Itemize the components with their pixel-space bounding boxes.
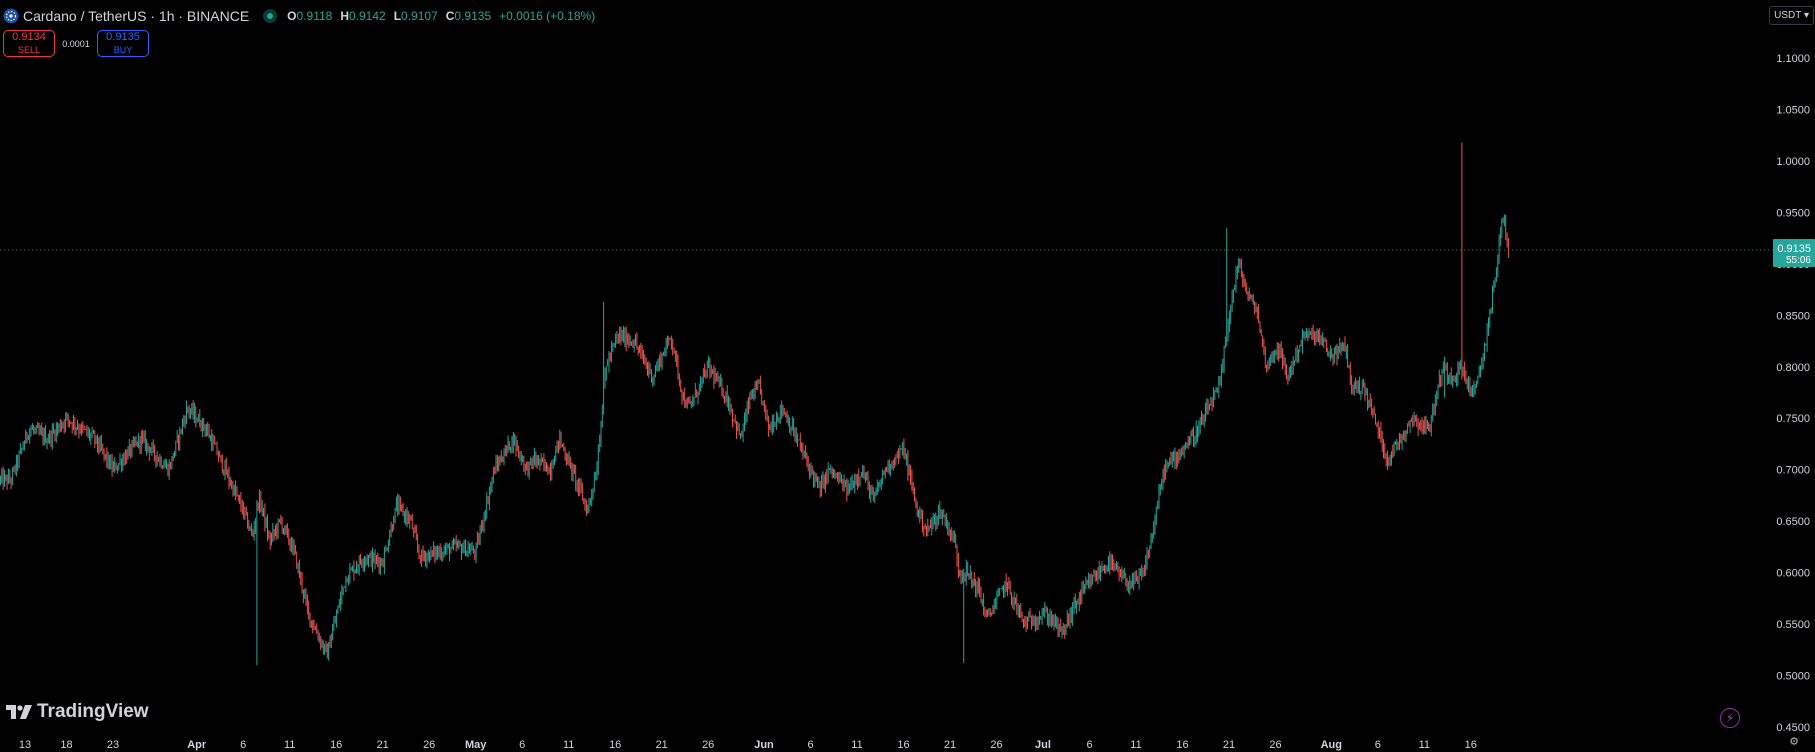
x-tick-label: 11: [1419, 739, 1430, 751]
x-tick-label: 6: [807, 739, 813, 751]
x-tick-label: Jul: [1035, 739, 1051, 751]
currency-dropdown[interactable]: USDT ▾: [1769, 6, 1814, 25]
watermark-text: TradingView: [37, 701, 149, 722]
x-tick-label: 16: [330, 739, 342, 751]
y-tick-label: 0.9500: [1776, 207, 1810, 219]
change-value: +0.0016 (+0.18%): [499, 9, 596, 23]
x-tick-label: Jun: [754, 739, 774, 751]
x-tick-label: 26: [990, 739, 1002, 751]
x-tick-label: 21: [1223, 739, 1235, 751]
x-tick-label: 11: [563, 739, 574, 751]
x-tick-label: 6: [240, 739, 246, 751]
sell-label: SELL: [17, 44, 41, 55]
buy-button[interactable]: 0.9135 BUY: [97, 30, 149, 57]
low-value: 0.9107: [401, 9, 438, 23]
y-tick-label: 0.6500: [1776, 516, 1810, 528]
x-tick-label: 18: [60, 739, 72, 751]
close-value: 0.9135: [454, 9, 492, 23]
y-tick-label: 0.4500: [1776, 722, 1810, 734]
settings-icon[interactable]: ⚙: [1789, 736, 1799, 748]
x-tick-label: 13: [19, 739, 31, 751]
sell-button[interactable]: 0.9134 SELL: [3, 30, 55, 57]
chart-header: Cardano / TetherUS · 1h · BINANCE O 0.91…: [3, 4, 595, 28]
open-value: 0.9118: [296, 9, 333, 23]
x-tick-label: 26: [1269, 739, 1281, 751]
x-tick-label: 11: [851, 739, 862, 751]
y-tick-label: 0.7500: [1776, 413, 1810, 425]
live-dot-icon: [263, 9, 278, 23]
x-tick-label: 6: [519, 739, 525, 751]
trade-panel: 0.9134 SELL 0.0001 0.9135 BUY: [3, 30, 149, 57]
tradingview-watermark[interactable]: TradingView: [6, 701, 149, 723]
x-tick-label: 6: [1086, 739, 1092, 751]
high-value: 0.9142: [349, 9, 386, 23]
close-label: C: [445, 9, 455, 23]
x-tick-label: May: [465, 739, 487, 751]
y-tick-label: 0.8500: [1776, 310, 1810, 322]
buy-price: 0.9135: [106, 30, 140, 43]
x-tick-label: 16: [609, 739, 621, 751]
cardano-icon: [3, 8, 19, 24]
x-tick-label: Aug: [1321, 739, 1342, 751]
x-tick-label: 26: [423, 739, 435, 751]
y-tick-label: 1.1000: [1776, 53, 1810, 65]
x-tick-label: Apr: [187, 739, 207, 751]
y-tick-label: 0.5000: [1776, 671, 1810, 683]
x-tick-label: 21: [944, 739, 956, 751]
x-tick-label: 21: [377, 739, 389, 751]
tradingview-logo-icon: [6, 705, 32, 719]
y-tick-label: 0.7000: [1776, 465, 1810, 477]
current-price-tag: [1773, 238, 1815, 267]
x-tick-label: 23: [107, 739, 119, 751]
x-tick-label: 16: [1176, 739, 1188, 751]
x-tick-label: 16: [897, 739, 909, 751]
y-tick-label: 0.5500: [1776, 619, 1810, 631]
x-tick-label: 16: [1465, 739, 1477, 751]
y-tick-label: 0.6000: [1776, 568, 1810, 580]
ohlc-values: O 0.9118 H 0.9142 L 0.9107 C 0.9135 +0.0…: [287, 9, 595, 23]
chevron-down-icon: ▾: [1803, 10, 1809, 21]
y-tick-label: 1.0500: [1776, 105, 1810, 117]
buy-label: BUY: [113, 44, 133, 55]
low-label: L: [393, 9, 402, 23]
countdown-value: 55:06: [1786, 255, 1811, 266]
sell-price: 0.9134: [12, 30, 46, 43]
currency-label: USDT: [1774, 10, 1802, 21]
lightning-icon[interactable]: ⚡: [1720, 708, 1740, 728]
x-tick-label: 6: [1375, 739, 1381, 751]
x-tick-label: 26: [702, 739, 714, 751]
spread-value: 0.0001: [62, 38, 90, 49]
open-label: O: [287, 9, 297, 23]
high-label: H: [340, 9, 349, 23]
y-tick-label: 0.8000: [1776, 362, 1810, 374]
x-tick-label: 11: [1130, 739, 1141, 751]
x-tick-label: 11: [284, 739, 295, 751]
x-tick-label: 21: [656, 739, 668, 751]
y-tick-label: 1.0000: [1776, 156, 1810, 168]
symbol-title[interactable]: Cardano / TetherUS · 1h · BINANCE: [23, 8, 250, 24]
current-price-value: 0.9135: [1777, 243, 1811, 255]
